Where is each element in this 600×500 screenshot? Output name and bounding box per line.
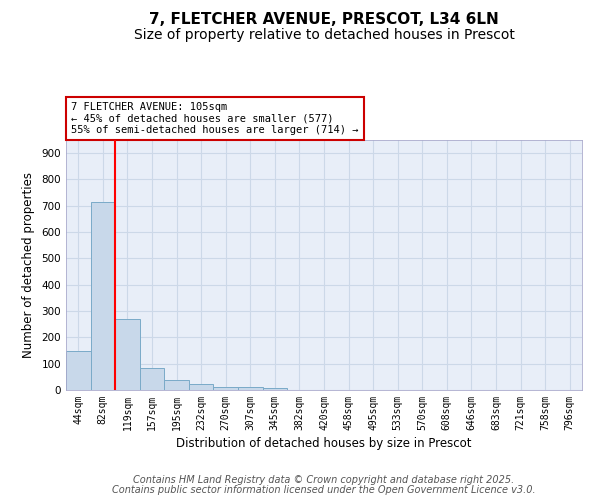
Text: Contains public sector information licensed under the Open Government Licence v3: Contains public sector information licen… (112, 485, 536, 495)
Text: 7 FLETCHER AVENUE: 105sqm
← 45% of detached houses are smaller (577)
55% of semi: 7 FLETCHER AVENUE: 105sqm ← 45% of detac… (71, 102, 359, 135)
X-axis label: Distribution of detached houses by size in Prescot: Distribution of detached houses by size … (176, 437, 472, 450)
Text: Contains HM Land Registry data © Crown copyright and database right 2025.: Contains HM Land Registry data © Crown c… (133, 475, 515, 485)
Bar (66, 351, 91, 390)
Bar (140, 368, 164, 390)
Bar (263, 388, 287, 390)
Text: Size of property relative to detached houses in Prescot: Size of property relative to detached ho… (134, 28, 514, 42)
Text: 7, FLETCHER AVENUE, PRESCOT, L34 6LN: 7, FLETCHER AVENUE, PRESCOT, L34 6LN (149, 12, 499, 28)
Bar (238, 388, 263, 390)
Y-axis label: Number of detached properties: Number of detached properties (22, 172, 35, 358)
Bar (214, 386, 238, 390)
Bar (115, 318, 140, 390)
Bar (164, 380, 189, 390)
Bar (189, 384, 214, 390)
Bar (91, 202, 115, 390)
